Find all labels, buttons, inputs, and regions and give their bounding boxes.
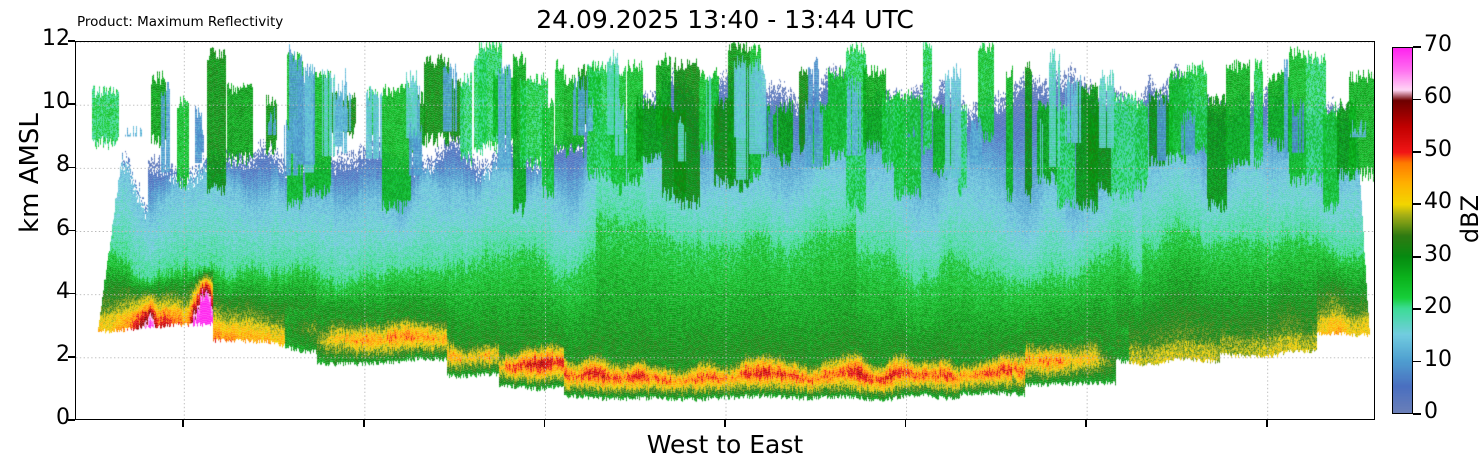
y-tick-mark bbox=[68, 292, 75, 295]
reflectivity-heatmap bbox=[76, 42, 1374, 419]
colorbar-tick-mark bbox=[1413, 308, 1421, 310]
product-label: Product: Maximum Reflectivity bbox=[77, 14, 284, 30]
y-tick-label: 4 bbox=[56, 278, 70, 304]
y-tick-label: 8 bbox=[56, 152, 70, 178]
colorbar-tick-mark bbox=[1413, 360, 1421, 363]
y-tick-label: 2 bbox=[56, 341, 70, 367]
colorbar-tick-mark bbox=[1413, 413, 1421, 415]
colorbar-tick-label: 30 bbox=[1424, 241, 1452, 267]
colorbar-tick-label: 40 bbox=[1424, 189, 1452, 215]
y-tick-mark bbox=[68, 166, 75, 169]
colorbar-tick-label: 60 bbox=[1424, 84, 1452, 110]
colorbar-tick-mark bbox=[1413, 151, 1421, 153]
x-tick-mark bbox=[1085, 420, 1087, 427]
y-tick-label: 0 bbox=[56, 405, 70, 430]
x-tick-mark bbox=[543, 420, 546, 427]
colorbar-tick-label: 20 bbox=[1424, 294, 1452, 320]
colorbar-tick-mark bbox=[1413, 255, 1421, 258]
colorbar-tick-label: 50 bbox=[1424, 136, 1452, 162]
colorbar-tick-label: 70 bbox=[1424, 32, 1452, 57]
y-tick-mark bbox=[68, 40, 75, 42]
colorbar-tick-mark bbox=[1413, 203, 1421, 206]
x-tick-mark bbox=[724, 420, 726, 427]
colorbar bbox=[1392, 47, 1413, 414]
plot-area bbox=[75, 41, 1375, 420]
colorbar-tick-mark bbox=[1413, 98, 1421, 101]
x-tick-mark bbox=[1265, 420, 1268, 427]
y-tick-mark bbox=[68, 229, 75, 232]
colorbar-tick-mark bbox=[1413, 46, 1421, 48]
page-title: 24.09.2025 13:40 - 13:44 UTC bbox=[536, 5, 914, 34]
y-tick-label: 10 bbox=[42, 89, 70, 115]
colorbar-tick-label: 0 bbox=[1424, 399, 1438, 424]
colorbar-tick-label: 10 bbox=[1424, 346, 1452, 372]
x-tick-mark bbox=[904, 420, 907, 427]
x-tick-mark bbox=[182, 420, 185, 427]
x-tick-mark bbox=[363, 420, 365, 427]
y-tick-label: 6 bbox=[56, 215, 70, 241]
colorbar-unit-label: dBZ bbox=[1456, 194, 1482, 244]
y-tick-mark bbox=[68, 103, 75, 105]
colorbar-gradient bbox=[1393, 48, 1412, 413]
y-tick-label: 12 bbox=[42, 26, 70, 51]
y-tick-mark bbox=[68, 356, 75, 358]
y-tick-mark bbox=[68, 419, 75, 421]
x-axis-label: West to East bbox=[646, 430, 804, 459]
